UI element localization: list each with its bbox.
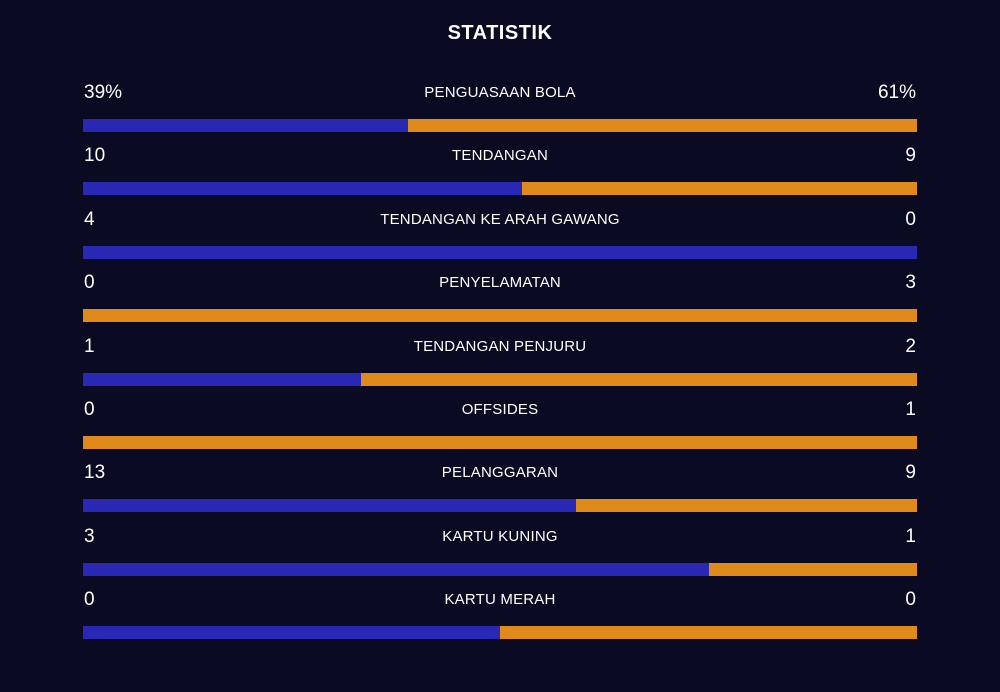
away-bar-segment xyxy=(500,626,917,640)
stat-row-possession: 39% PENGUASAAN BOLA 61% xyxy=(83,81,917,144)
home-bar-segment xyxy=(83,245,917,259)
away-bar-segment xyxy=(83,309,917,323)
stat-row-corners: 1 TENDANGAN PENJURU 2 xyxy=(83,335,917,398)
stat-row-red-cards: 0 KARTU MERAH 0 xyxy=(83,588,917,651)
away-bar-segment xyxy=(575,499,917,513)
home-bar-segment xyxy=(83,182,522,196)
stat-label: OFFSIDES xyxy=(461,400,539,418)
stat-row-yellow-cards: 3 KARTU KUNING 1 xyxy=(83,525,917,588)
home-bar-segment xyxy=(83,499,576,513)
home-value: 4 xyxy=(84,208,95,230)
away-bar-segment xyxy=(708,562,917,576)
home-value: 3 xyxy=(84,525,95,547)
stat-bar xyxy=(83,499,917,513)
stats-title: STATISTIK xyxy=(447,22,553,44)
stat-label: TENDANGAN PENJURU xyxy=(413,337,587,355)
away-value: 61% xyxy=(877,82,916,103)
stat-row-saves: 0 PENYELAMATAN 3 xyxy=(83,271,917,334)
stat-bar xyxy=(83,182,917,196)
stat-label: TENDANGAN KE ARAH GAWANG xyxy=(380,210,620,228)
away-value: 0 xyxy=(905,208,916,230)
stat-bar xyxy=(83,119,917,132)
away-value: 9 xyxy=(905,462,916,484)
stat-row-offsides: 0 OFFSIDES 1 xyxy=(83,398,917,461)
away-value: 0 xyxy=(905,589,916,611)
stat-bar xyxy=(83,372,917,386)
home-value: 0 xyxy=(84,398,95,420)
home-bar-segment xyxy=(83,562,709,576)
away-bar-segment xyxy=(521,182,917,196)
stat-bar xyxy=(83,309,917,323)
stat-bar xyxy=(83,245,917,259)
home-bar-segment xyxy=(83,626,500,640)
stat-label: TENDANGAN xyxy=(452,147,548,165)
stat-label: KARTU MERAH xyxy=(444,591,556,609)
stat-row-shots-on-target: 4 TENDANGAN KE ARAH GAWANG 0 xyxy=(83,208,917,271)
stat-label: PELANGGARAN xyxy=(441,464,559,482)
away-bar-segment xyxy=(83,435,917,449)
home-bar-segment xyxy=(83,372,361,386)
stat-row-fouls: 13 PELANGGARAN 9 xyxy=(83,461,917,524)
stat-label: PENGUASAAN BOLA xyxy=(424,84,576,101)
away-bar-segment xyxy=(408,119,917,132)
away-value: 2 xyxy=(905,335,916,357)
home-bar-segment xyxy=(83,119,409,132)
stats-list: 39% PENGUASAAN BOLA 61% 10 TENDANGAN 9 4… xyxy=(83,81,917,652)
away-value: 1 xyxy=(905,525,916,547)
home-value: 0 xyxy=(84,589,95,611)
home-value: 13 xyxy=(84,462,106,484)
stat-bar xyxy=(83,562,917,576)
away-value: 9 xyxy=(905,145,916,167)
stat-bar xyxy=(83,435,917,449)
stat-label: KARTU KUNING xyxy=(442,527,558,545)
stat-label: PENYELAMATAN xyxy=(439,274,561,292)
home-value: 1 xyxy=(84,335,95,357)
home-value: 0 xyxy=(84,272,95,294)
home-value: 10 xyxy=(84,145,106,167)
home-value: 39% xyxy=(84,82,123,103)
away-value: 1 xyxy=(905,398,916,420)
stat-bar xyxy=(83,626,917,640)
away-bar-segment xyxy=(360,372,917,386)
away-value: 3 xyxy=(905,272,916,294)
stat-row-shots: 10 TENDANGAN 9 xyxy=(83,144,917,207)
